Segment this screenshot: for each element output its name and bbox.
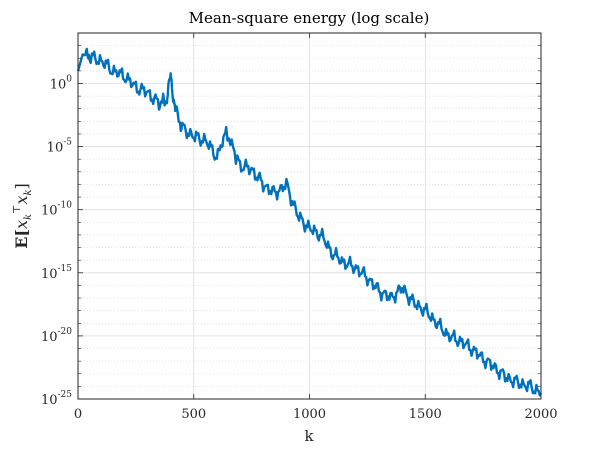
- x-tick-label: 1500: [409, 407, 442, 422]
- y-tick-label: 100: [50, 74, 73, 92]
- y-tick-labels: 100 10-5 10-10 10-15 10-20 10-25: [41, 74, 72, 408]
- y-axis-label: E[xk⊤xk]: [12, 183, 34, 249]
- series-line: [76, 47, 543, 397]
- x-tick-labels: 0 500 1000 1500 2000: [74, 407, 558, 422]
- y-label-bracket-open: E[: [12, 229, 31, 249]
- y-label-var2: x: [12, 196, 31, 205]
- x-tick-label: 0: [74, 407, 82, 422]
- y-label-sub1: k: [23, 214, 34, 220]
- y-tick-label: 10-5: [47, 138, 73, 156]
- x-axis-label: k: [304, 427, 314, 445]
- x-tick-label: 2000: [524, 407, 557, 422]
- y-label-sub2: k: [23, 189, 34, 195]
- y-tick-label: 10-25: [41, 390, 72, 408]
- tick-marks: [77, 32, 542, 400]
- svg-text:E[xk⊤xk]: E[xk⊤xk]: [12, 183, 34, 249]
- y-label-bracket-close: ]: [12, 183, 31, 189]
- chart-title: Mean-square energy (log scale): [189, 9, 430, 27]
- y-label-var1: x: [12, 220, 31, 229]
- x-tick-label: 1000: [293, 407, 326, 422]
- data-series: [76, 47, 543, 397]
- y-tick-label: 10-15: [41, 264, 72, 282]
- y-tick-label: 10-10: [41, 201, 72, 219]
- y-label-sup1: ⊤: [12, 205, 23, 214]
- x-tick-label: 500: [181, 407, 206, 422]
- y-tick-label: 10-20: [41, 327, 72, 345]
